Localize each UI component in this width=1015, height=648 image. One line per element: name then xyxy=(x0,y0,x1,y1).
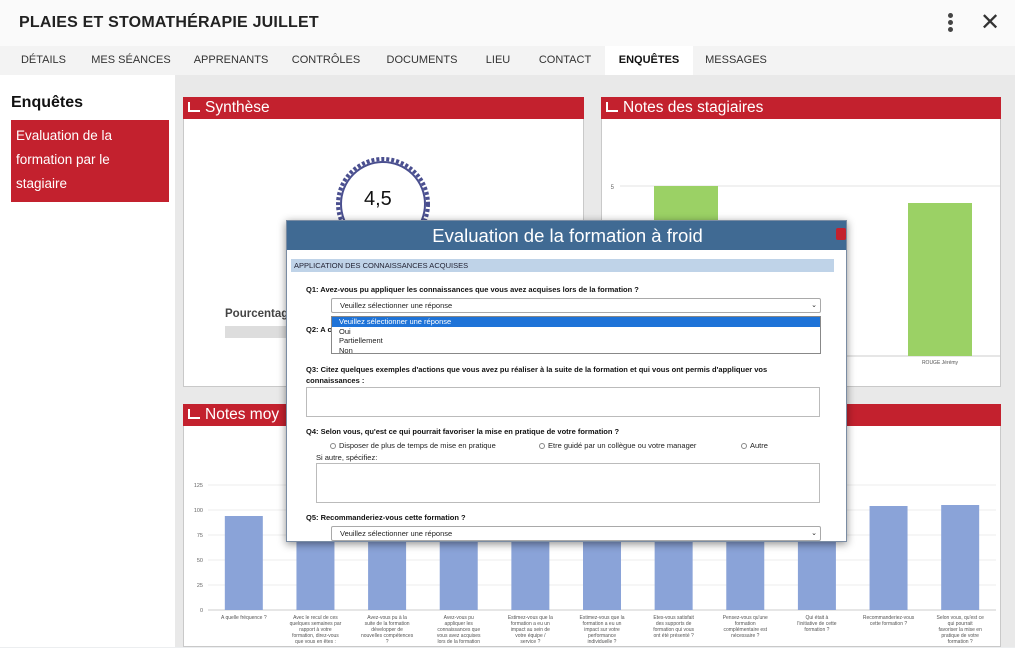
dropdown-option[interactable]: Oui xyxy=(339,326,351,336)
q1-dropdown-list: Veuillez sélectionner une réponse Oui Pa… xyxy=(331,316,821,355)
modal-close-icon[interactable] xyxy=(836,228,846,240)
tab-documents[interactable]: DOCUMENTS xyxy=(386,54,458,66)
notes-stagiaires-title: Notes des stagiaires xyxy=(623,99,764,116)
more-options-icon[interactable] xyxy=(942,12,958,36)
q4-radio-option[interactable]: Etre guidé par un collègue ou votre mana… xyxy=(539,441,696,450)
y-tick-label: 50 xyxy=(197,558,203,564)
sidebar-heading: Enquêtes xyxy=(11,94,84,111)
x-tick-label: Etes-vous satisfait des supports de format… xyxy=(653,615,694,639)
x-tick-label: Avez-vous pu appliquer les connaissances q… xyxy=(437,615,481,645)
q4-other-label: Si autre, spécifiez: xyxy=(316,453,378,462)
y-tick-label: 125 xyxy=(194,483,203,489)
dropdown-option[interactable]: Non xyxy=(339,345,353,355)
notes-stagiaires-header: Notes des stagiaires xyxy=(601,97,1001,119)
q5-select[interactable]: Veuillez sélectionner une réponse ⌄ xyxy=(331,526,821,541)
x-tick-label: Avec le recul de ces quelques semaines pa… xyxy=(290,615,342,645)
chart-icon xyxy=(606,102,618,112)
question-5: Q5: Recommanderiez-vous cette formation … xyxy=(306,513,466,522)
notes-moyennes-title: Notes moy xyxy=(205,406,280,423)
question-2: Q2: A c xyxy=(306,325,332,334)
y-tick-label: 0 xyxy=(200,608,203,614)
x-tick-label: Recommanderiez-vous cette formation ? xyxy=(863,615,915,627)
x-tick-label: ROUGE Jérémy xyxy=(922,360,959,366)
radio-label: Disposer de plus de temps de mise en pra… xyxy=(339,441,496,450)
tab-bar: DÉTAILS MES SÉANCES APPRENANTS CONTRÔLES… xyxy=(0,46,1015,75)
q1-select-value: Veuillez sélectionner une réponse xyxy=(340,301,453,310)
score-value: 4,5 xyxy=(364,188,392,210)
notes-moyennes-chart: 0 25 50 75 100 125 A quelle fréquence ? Avec le… xyxy=(194,483,996,645)
question-1: Q1: Avez-vous pu appliquer les connaissa… xyxy=(306,285,639,294)
tab-controles[interactable]: CONTRÔLES xyxy=(291,54,361,66)
radio-icon xyxy=(741,442,747,449)
tab-mes-seances[interactable]: MES SÉANCES xyxy=(91,54,171,66)
q4-radio-option[interactable]: Autre xyxy=(741,441,768,450)
radio-icon xyxy=(330,442,336,449)
close-icon[interactable]: ✕ xyxy=(979,9,1001,36)
sidebar: Enquêtes Evaluation de la formation par … xyxy=(0,75,175,647)
chart-bar xyxy=(224,516,263,610)
radio-icon xyxy=(539,442,545,449)
x-tick-label: A quelle fréquence ? xyxy=(221,615,267,621)
tab-contact[interactable]: CONTACT xyxy=(538,54,592,66)
header: PLAIES ET STOMATHÉRAPIE JUILLET ✕ xyxy=(0,0,1015,46)
chart-bar xyxy=(908,203,972,356)
x-tick-label: Avez-vous pu à la suite de la formation dé… xyxy=(361,615,414,645)
radio-label: Autre xyxy=(750,441,768,450)
y-tick-label: 5 xyxy=(611,185,615,191)
modal-body: APPLICATION DES CONNAISSANCES ACQUISES Q… xyxy=(287,250,846,541)
question-3: Q3: Citez quelques exemples d'actions qu… xyxy=(306,365,768,385)
tab-lieu[interactable]: LIEU xyxy=(485,54,511,66)
synthese-header: Synthèse xyxy=(183,97,584,119)
section-header: APPLICATION DES CONNAISSANCES ACQUISES xyxy=(291,259,834,272)
x-tick-label: Qui était à l'initiative de cette formatio… xyxy=(797,615,837,633)
q4-other-textarea[interactable] xyxy=(316,463,820,503)
dropdown-option[interactable]: Veuillez sélectionner une réponse xyxy=(332,317,820,327)
y-tick-label: 100 xyxy=(194,508,203,514)
chart-bar xyxy=(941,505,980,610)
evaluation-modal: Evaluation de la formation à froid APPLI… xyxy=(286,220,847,542)
chevron-down-icon: ⌄ xyxy=(811,302,817,309)
chart-icon xyxy=(188,102,200,112)
synthese-title: Synthèse xyxy=(205,99,270,116)
chart-icon xyxy=(188,409,200,419)
chevron-down-icon: ⌄ xyxy=(811,530,817,537)
q4-radio-option[interactable]: Disposer de plus de temps de mise en pra… xyxy=(330,441,496,450)
radio-label: Etre guidé par un collègue ou votre mana… xyxy=(548,441,697,450)
x-tick-label: Estimez-vous que la formation a eu un impa… xyxy=(508,615,553,645)
sidebar-item-evaluation[interactable]: Evaluation de la formation par le stagia… xyxy=(11,120,169,202)
tab-apprenants[interactable]: APPRENANTS xyxy=(193,54,269,66)
q3-textarea[interactable] xyxy=(306,387,820,417)
tab-details[interactable]: DÉTAILS xyxy=(20,54,67,66)
modal-title: Evaluation de la formation à froid xyxy=(287,221,846,250)
chart-bar xyxy=(869,506,908,610)
y-tick-label: 75 xyxy=(197,533,203,539)
x-tick-label: Pensez-vous qu'une formation complémentair… xyxy=(723,615,768,639)
q1-select[interactable]: Veuillez sélectionner une réponse ⌄ xyxy=(331,298,821,313)
q5-select-value: Veuillez sélectionner une réponse xyxy=(340,529,453,538)
question-4: Q4: Selon vous, qu'est ce qui pourrait f… xyxy=(306,427,620,436)
x-tick-label: Selon vous, qu'est ce qui pourrait favoris… xyxy=(936,615,984,645)
dropdown-option[interactable]: Partiellement xyxy=(339,336,383,345)
y-tick-label: 25 xyxy=(197,583,203,589)
page-title: PLAIES ET STOMATHÉRAPIE JUILLET xyxy=(19,14,319,31)
tab-enquetes[interactable]: ENQUÊTES xyxy=(605,46,693,75)
percent-label: Pourcentag xyxy=(225,308,289,320)
x-tick-label: Estimez-vous que la formation a eu un impa… xyxy=(579,615,624,645)
tab-messages[interactable]: MESSAGES xyxy=(705,54,767,66)
